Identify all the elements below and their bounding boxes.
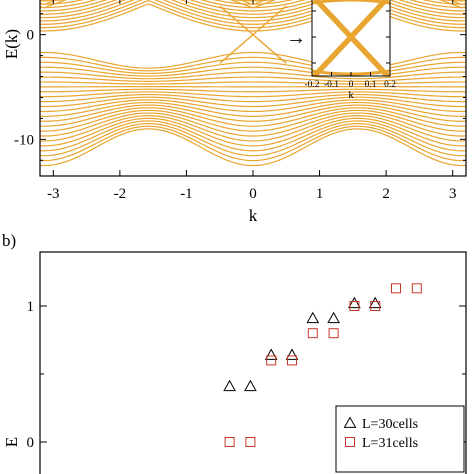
triangle-point: [244, 379, 257, 392]
band-line: [40, 101, 466, 117]
band-line: [40, 107, 466, 127]
edge-state-line: [219, 5, 287, 64]
band-line: [40, 0, 466, 19]
square-point: [391, 283, 401, 294]
band-line: [40, 104, 466, 122]
band-line: [40, 88, 466, 93]
inset-x-tick-label: 0.1: [365, 80, 377, 90]
legend-label: L=31cells: [362, 436, 418, 451]
triangle-point: [348, 296, 361, 309]
band-structure-panel: -3 -2 -1 0 1 2 30-10 k E(k) -0.2 -0.1 0 0.1 0.2 k …: [2, 0, 467, 225]
band-curves: [40, 0, 466, 167]
band-line: [40, 51, 466, 69]
panel-a-ylabel: E(k): [2, 29, 21, 59]
y-tick-label: 1: [27, 299, 35, 315]
band-line: [40, 0, 466, 25]
band-line: [40, 61, 466, 75]
legend: L=30cells L=31cells: [335, 405, 465, 473]
panel-b-points: [223, 283, 422, 447]
x-tick-label: 0: [249, 186, 257, 202]
inset-band-curves: [312, 0, 390, 76]
legend-marker: [343, 416, 357, 428]
y-tick-label: 0: [27, 28, 35, 44]
triangle-point: [223, 379, 236, 392]
y-tick-label: 0: [27, 435, 35, 451]
inset-x-tick-label: -0.2: [304, 80, 319, 90]
inset-x-tick-label: 0: [349, 80, 354, 90]
square-point: [245, 437, 256, 447]
x-tick-label: -3: [47, 186, 60, 202]
band-line: [40, 0, 466, 12]
panel-b-ylabel: E: [2, 437, 21, 447]
triangle-point: [368, 296, 382, 309]
band-line: [40, 0, 466, 22]
triangle-point: [306, 311, 320, 324]
band-line: [40, 0, 466, 5]
inset-xlabel: k: [349, 90, 354, 101]
energy-levels-panel: b) 1 0 E L=30cells L=31cells: [2, 231, 467, 474]
inset-arrow: →: [286, 27, 306, 49]
band-line: [40, 117, 466, 147]
panel-a-frame: [39, 0, 467, 177]
band-line: [40, 120, 466, 152]
panel-a-xlabel: k: [249, 206, 258, 225]
triangle-point: [264, 348, 278, 360]
square-point: [307, 328, 318, 339]
band-line: [40, 81, 466, 85]
band-line: [40, 125, 466, 162]
band-line: [40, 0, 466, 29]
band-line: [40, 91, 466, 98]
square-point: [224, 437, 235, 447]
square-point: [266, 355, 277, 366]
band-line: [40, 93, 466, 103]
legend-label: L=30cells: [362, 417, 418, 432]
band-line: [40, 66, 466, 77]
band-line: [40, 122, 466, 157]
inset-x-tick-label: -0.1: [324, 80, 339, 90]
panel-b-label: b): [2, 231, 16, 250]
band-line: [40, 112, 466, 137]
inset-edge-line: [312, 0, 385, 76]
band-line: [40, 115, 466, 142]
square-point: [328, 328, 339, 339]
inset-plot: -0.2 -0.1 0 0.1 0.2 k →: [286, 0, 396, 101]
y-tick-label: -10: [14, 132, 34, 148]
band-line: [40, 109, 466, 132]
x-tick-label: 1: [316, 186, 324, 202]
band-line: [40, 0, 466, 15]
band-line: [40, 56, 466, 72]
x-tick-label: -1: [180, 186, 193, 202]
inset-ticks: -0.2 -0.1 0 0.1 0.2: [304, 10, 396, 90]
legend-box: [335, 405, 465, 473]
legend-marker: [345, 437, 355, 447]
band-line: [40, 76, 466, 82]
x-tick-label: 3: [449, 186, 457, 202]
square-point: [287, 355, 297, 366]
triangle-point: [327, 311, 340, 324]
band-line: [40, 71, 466, 80]
square-point: [411, 283, 422, 294]
triangle-point: [285, 348, 299, 360]
band-line: [40, 3, 466, 32]
x-tick-label: -2: [114, 186, 127, 202]
band-line: [40, 99, 466, 113]
band-line: [40, 96, 466, 108]
panel-b-frame: [39, 251, 467, 474]
square-point: [349, 301, 360, 311]
square-point: [370, 301, 381, 311]
inset-x-tick-label: 0.2: [384, 80, 396, 90]
band-line: [40, 128, 466, 167]
x-tick-label: 2: [382, 186, 390, 202]
inset-band-line: [312, 0, 390, 5]
band-line: [40, 0, 466, 9]
